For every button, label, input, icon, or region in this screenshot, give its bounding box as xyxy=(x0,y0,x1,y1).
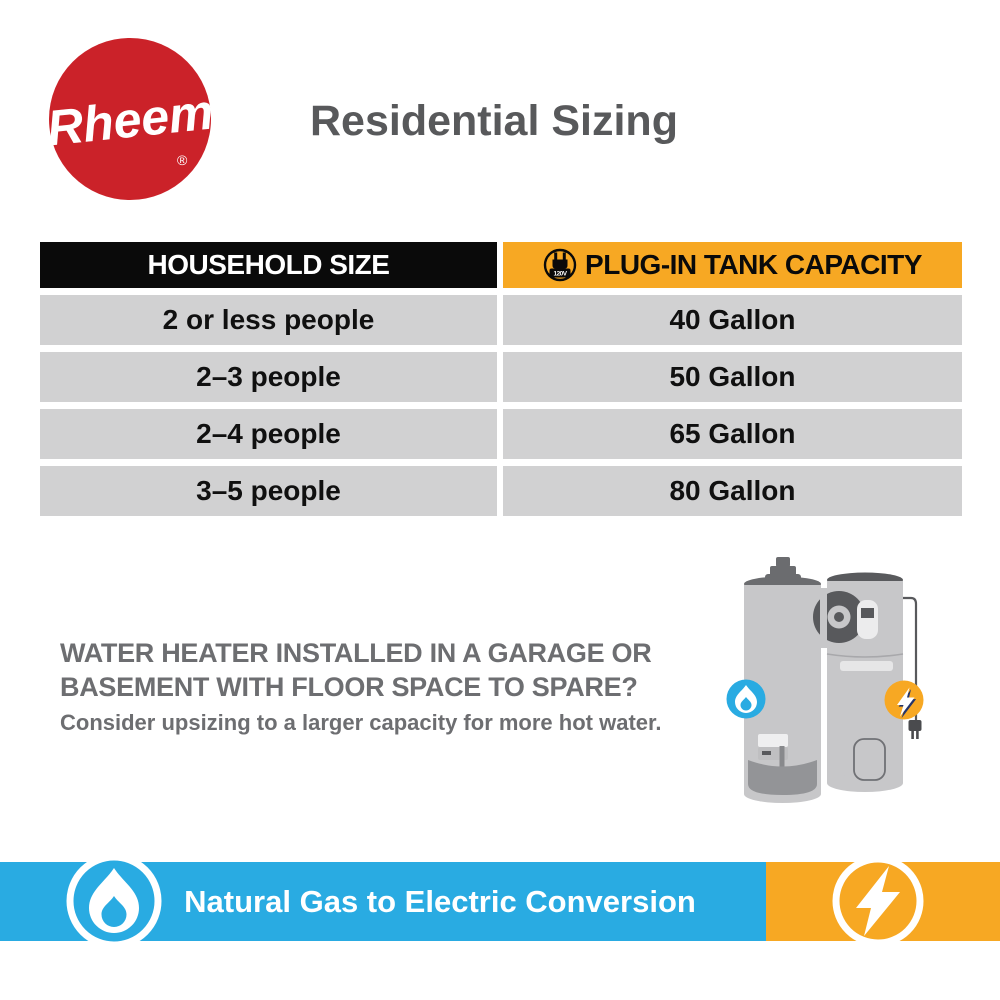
column-header-household: HOUSEHOLD SIZE xyxy=(40,242,497,288)
rheem-logo: Rheem ® xyxy=(45,38,215,200)
plug-120v-icon: 120V xyxy=(543,248,577,282)
table-cell-household: 2–4 people xyxy=(40,409,497,459)
column-header-capacity-label: PLUG-IN TANK CAPACITY xyxy=(585,249,922,280)
column-header-capacity: 120V PLUG-IN TANK CAPACITY xyxy=(503,242,962,288)
note-heading-line1: WATER HEATER INSTALLED IN A GARAGE OR xyxy=(60,638,652,668)
gas-water-heater xyxy=(744,557,821,803)
plug-icon-voltage-text: 120V xyxy=(554,270,568,277)
power-cord xyxy=(901,596,918,720)
gas-flame-icon xyxy=(726,679,766,719)
note-heading-line2: BASEMENT WITH FLOOR SPACE TO SPARE? xyxy=(60,672,638,702)
table-cell-capacity: 65 Gallon xyxy=(503,409,962,459)
electric-water-heater xyxy=(813,572,918,792)
registered-mark: ® xyxy=(177,152,188,168)
page-title: Residential Sizing xyxy=(310,97,678,145)
logo-circle xyxy=(49,38,211,200)
table-cell-household: 2–3 people xyxy=(40,352,497,402)
control-panel xyxy=(857,600,878,639)
electric-bolt-badge-icon xyxy=(832,855,924,947)
gas-flame-badge-icon xyxy=(66,853,162,949)
note-body: Consider upsizing to a larger capacity f… xyxy=(60,710,662,735)
table-cell-household: 3–5 people xyxy=(40,466,497,516)
table-cell-capacity: 40 Gallon xyxy=(503,295,962,345)
upsizing-note: WATER HEATER INSTALLED IN A GARAGE OR BA… xyxy=(60,636,750,736)
wall-plug-icon xyxy=(908,720,922,739)
table-cell-capacity: 50 Gallon xyxy=(503,352,962,402)
banner-label: Natural Gas to Electric Conversion xyxy=(184,883,696,919)
table-cell-capacity: 80 Gallon xyxy=(503,466,962,516)
electric-bolt-icon xyxy=(884,680,924,720)
water-heaters-illustration xyxy=(726,557,924,803)
table-cell-household: 2 or less people xyxy=(40,295,497,345)
sizing-table: HOUSEHOLD SIZE 120V PLUG-IN TANK CAPACIT… xyxy=(40,242,962,516)
note-heading: WATER HEATER INSTALLED IN A GARAGE OR BA… xyxy=(60,636,750,704)
banner-badges xyxy=(66,853,924,949)
